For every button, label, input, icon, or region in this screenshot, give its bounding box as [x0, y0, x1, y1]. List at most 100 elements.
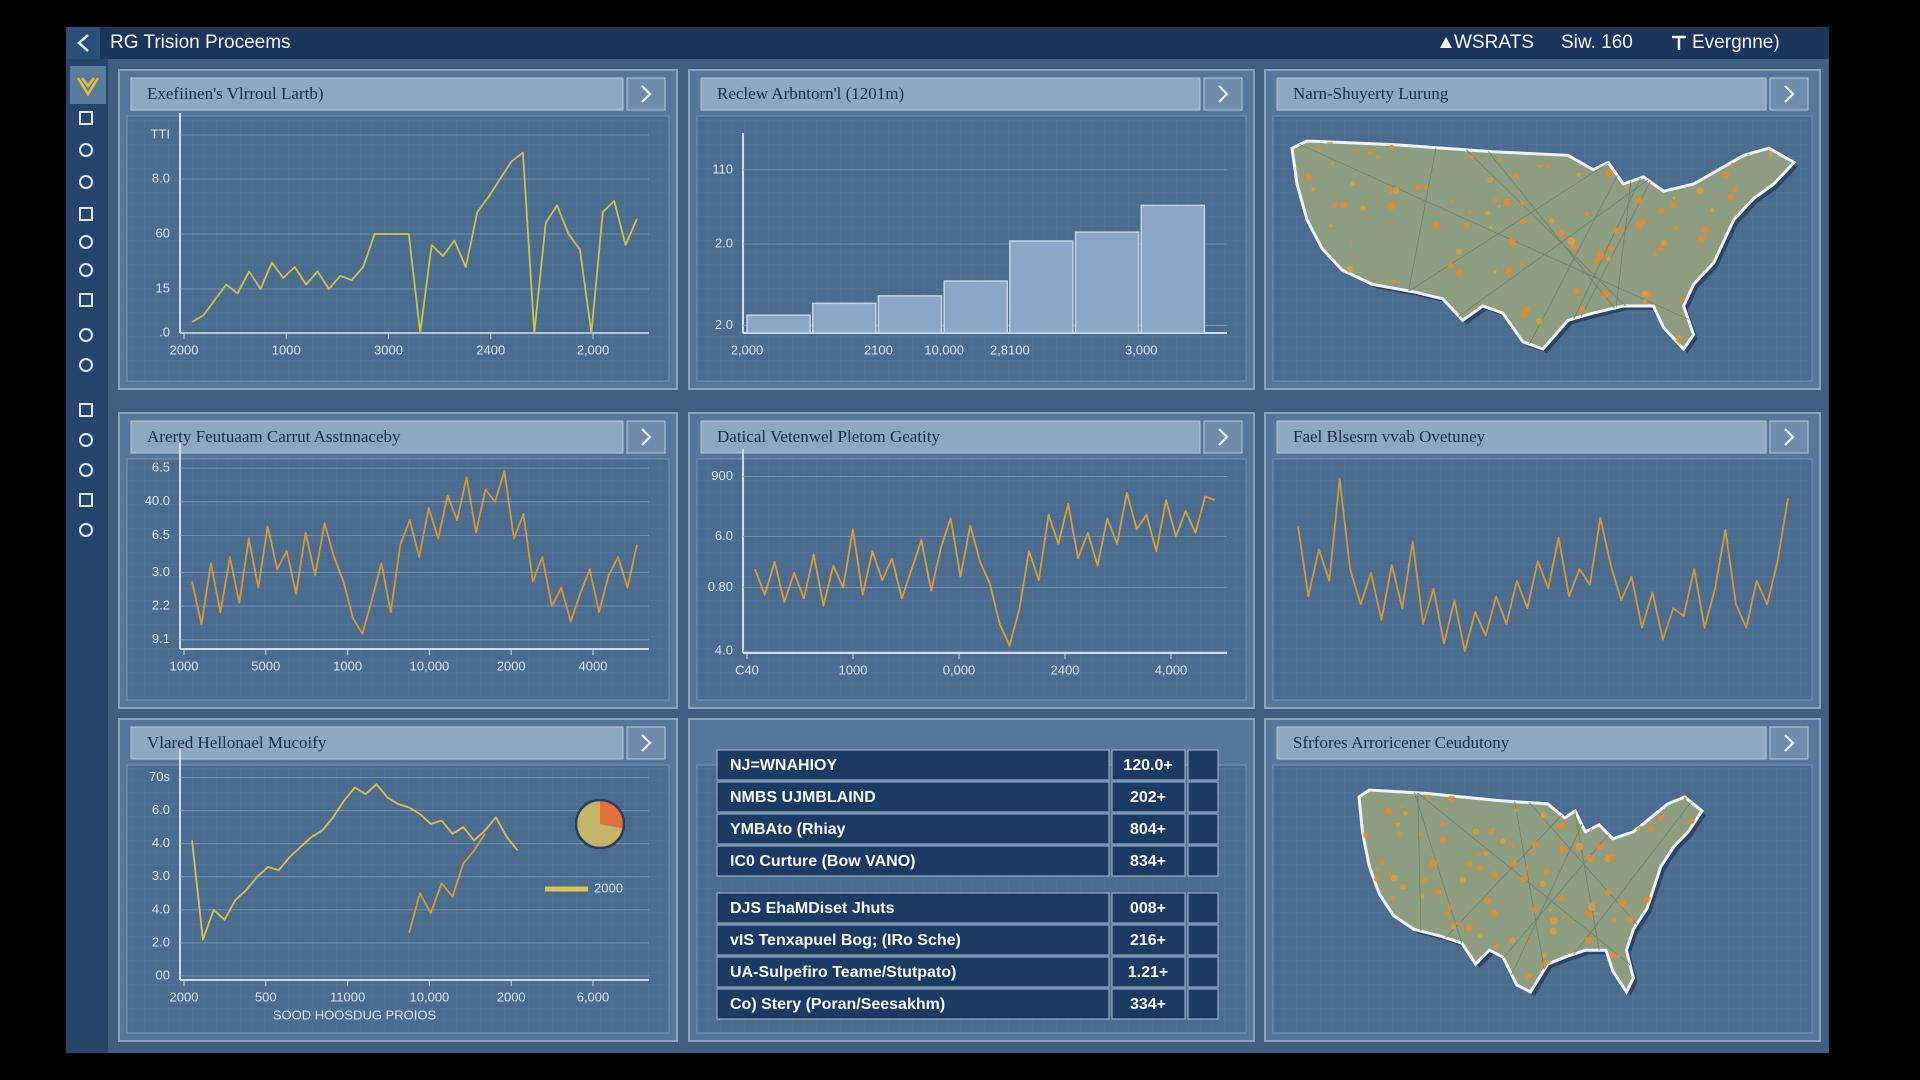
map-dot — [1488, 828, 1495, 835]
map-dot — [1491, 870, 1499, 878]
map-dot — [1670, 201, 1677, 208]
pie-ring — [574, 798, 626, 850]
sidebar-icon[interactable] — [79, 358, 93, 372]
bar — [811, 302, 877, 334]
back-button[interactable] — [66, 27, 100, 59]
sidebar-icon[interactable] — [79, 493, 93, 507]
map-dot — [1459, 876, 1467, 884]
map-dot — [1526, 973, 1533, 980]
line-series — [191, 470, 638, 635]
panel-title: Vlared Hellonael Mucoify — [147, 733, 327, 752]
bar — [1009, 240, 1074, 334]
panel-title-bar — [1276, 726, 1767, 760]
expand-icon — [641, 85, 652, 103]
sidebar-icon[interactable] — [79, 328, 93, 342]
map-dot — [1375, 155, 1380, 160]
map-dot — [1483, 851, 1489, 857]
y-tick-label: 6.0 — [715, 528, 733, 543]
panel-expand[interactable] — [1769, 420, 1809, 454]
table-cell — [716, 924, 1110, 956]
map-dot — [1418, 832, 1423, 837]
back-icon — [77, 34, 89, 52]
sidebar-icon[interactable] — [79, 433, 93, 447]
sidebar-icon[interactable] — [79, 293, 93, 307]
table-cell — [1187, 781, 1219, 813]
table-label: YMBAto (Rhiay — [730, 821, 846, 838]
map-dot — [1557, 822, 1566, 830]
map-dot — [1305, 173, 1313, 181]
table-cell — [716, 781, 1110, 813]
panel-title: Exefiinen's Vlrroul Lartb) — [147, 84, 323, 103]
line-series — [754, 491, 1216, 647]
map-dot — [1584, 936, 1593, 944]
map-dot — [1608, 853, 1616, 860]
sidebar-icon[interactable] — [79, 235, 93, 249]
panel-expand[interactable] — [1769, 726, 1809, 760]
x-tick-label: 2000 — [497, 989, 526, 1004]
map-dot — [1575, 842, 1584, 851]
map-dot — [1532, 906, 1539, 913]
sidebar-icon[interactable] — [79, 403, 93, 417]
y-tick-label: 15 — [156, 280, 170, 295]
sidebar-icon[interactable] — [79, 143, 93, 157]
map-dot — [1360, 205, 1366, 211]
user[interactable]: Evergnne) — [1692, 32, 1780, 53]
map-dot — [1549, 218, 1555, 224]
map-dot — [1589, 829, 1593, 833]
sidebar-icon[interactable] — [79, 523, 93, 537]
table-cell — [716, 749, 1110, 781]
panel-title: Narn-Shuyerty Lurung — [1293, 84, 1449, 103]
map-dot — [1476, 852, 1481, 856]
map-dot — [1642, 299, 1648, 304]
map-dot — [1493, 197, 1499, 203]
table-cell — [1187, 988, 1219, 1020]
sidebar-icon[interactable] — [79, 175, 93, 189]
map-dot — [1392, 187, 1400, 195]
expand-icon — [1784, 85, 1795, 103]
map-dot — [1429, 859, 1438, 867]
table-value: 1.21+ — [1128, 964, 1168, 981]
x-tick-label: 2000 — [170, 989, 199, 1004]
map-dot — [1613, 227, 1620, 234]
table-label: vIS Tenxapuel Bog; (IRo Sche) — [730, 932, 961, 949]
map-dot — [1490, 909, 1499, 918]
top-bar — [66, 27, 1829, 59]
map-dot — [1673, 226, 1679, 231]
panel-grid — [127, 116, 669, 381]
panel-title: Arerty Feutuaam Carrut Asstnnaceby — [147, 427, 401, 446]
panel-expand[interactable] — [626, 726, 666, 760]
panel-expand[interactable] — [626, 420, 666, 454]
map-dot — [1331, 201, 1338, 208]
table-cell — [1111, 892, 1186, 924]
panel-expand[interactable] — [1203, 77, 1243, 111]
table-cell — [716, 892, 1110, 924]
sidebar-icon[interactable] — [79, 463, 93, 477]
panel-expand[interactable] — [626, 77, 666, 111]
map-dot — [1448, 794, 1456, 802]
panel-title-bar — [700, 420, 1201, 454]
legend-label: 2000 — [594, 880, 623, 895]
x-tick-label: 4000 — [579, 658, 608, 673]
map-dot — [1730, 162, 1735, 168]
map-dot — [1414, 184, 1422, 191]
sidebar-icon[interactable] — [79, 207, 93, 221]
map-dot — [1399, 806, 1403, 810]
map-dot — [1483, 897, 1491, 905]
table-cell — [1187, 956, 1219, 988]
map-dot — [1557, 229, 1565, 237]
expand-icon — [1218, 428, 1229, 446]
panel-expand[interactable] — [1769, 77, 1809, 111]
panel-expand[interactable] — [1203, 420, 1243, 454]
map-dot — [1514, 808, 1518, 812]
panel-title-bar — [130, 420, 624, 454]
y-tick-label: 4.0 — [715, 643, 733, 658]
sidebar-icon[interactable] — [79, 111, 93, 125]
panel-grid — [697, 459, 1246, 700]
table-value: 334+ — [1130, 996, 1166, 1013]
y-tick-label: 8.0 — [152, 170, 170, 185]
x-tick-label: 2400 — [476, 342, 505, 357]
map-dot — [1611, 917, 1617, 923]
x-tick-label: 0,000 — [943, 662, 976, 677]
sidebar-icon[interactable] — [79, 263, 93, 277]
